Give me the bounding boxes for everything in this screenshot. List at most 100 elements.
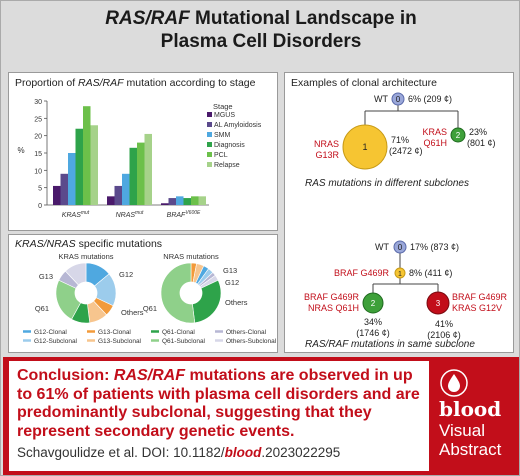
bottom-wt-pct: 17% (873 ¢) — [410, 242, 459, 252]
conclusion-box: Conclusion: RAS/RAF mutations are observ… — [9, 361, 429, 471]
clonal-architecture-panel: Examples of clonal architecture 0 WT 6% … — [284, 72, 514, 353]
legend-swatch — [207, 162, 212, 167]
top-wt-num: 0 — [396, 95, 401, 104]
bottom-n1-num: 1 — [398, 271, 402, 278]
kras-label-g13: G13 — [39, 272, 53, 281]
bar — [83, 106, 91, 205]
x-tick-label: KRASmut — [62, 210, 90, 219]
bottom-wt-label: WT — [375, 242, 389, 252]
specific-mutations-panel: KRAS/NRAS specific mutations KRAS mutati… — [8, 234, 278, 353]
top-wt-label: WT — [374, 94, 388, 104]
pie-slice — [160, 262, 196, 324]
y-tick-label: 5 — [38, 186, 42, 193]
bar — [107, 196, 115, 205]
bar — [68, 153, 76, 205]
title-line1: Mutational Landscape in — [189, 8, 417, 29]
bar — [53, 185, 61, 205]
top-n2-num: 2 — [456, 131, 461, 140]
pie-legend-entry: Others-Subclonal — [226, 338, 277, 345]
top-n1-num: 1 — [362, 142, 367, 152]
bar — [90, 125, 98, 205]
blood-drop-icon — [440, 369, 468, 397]
top-n2-label-b: Q61H — [423, 138, 447, 148]
bottom-n1-label: BRAF G469R — [334, 268, 390, 278]
donut-hole — [179, 281, 203, 305]
citation[interactable]: Schavgoulidze et al. DOI: 10.1182/blood.… — [17, 445, 341, 460]
bar — [129, 147, 137, 205]
specific-panel-title: KRAS/NRAS specific mutations — [15, 238, 163, 250]
logo-word: blood — [439, 397, 502, 421]
bar — [60, 173, 68, 205]
bar — [161, 203, 169, 205]
legend-entry: MGUS — [214, 112, 235, 119]
bar — [114, 185, 122, 205]
nras-pie-title: NRAS mutations — [163, 252, 219, 261]
top-tree-caption: RAS mutations in different subclones — [305, 178, 469, 189]
pie-legend-entry: G13-Subclonal — [98, 338, 142, 345]
abstract-title: RAS/RAF Mutational Landscape in Plasma C… — [1, 7, 520, 53]
proportion-panel-title: Proportion of RAS/RAF mutation according… — [15, 77, 256, 89]
top-n1-label-a: NRAS — [314, 139, 339, 149]
bottom-n3-pct-b: (2106 ¢) — [427, 330, 461, 340]
pie-legend-entry: G12-Subclonal — [34, 338, 78, 345]
nras-label-g13: G13 — [223, 266, 237, 275]
legend-entry: SMM — [214, 132, 231, 139]
pie-legend-entry: G13-Clonal — [98, 329, 131, 336]
top-n1-pct-a: 71% — [391, 135, 409, 145]
legend-swatch — [207, 112, 212, 117]
pie-legend-entry: Q61-Subclonal — [162, 338, 206, 345]
legend-entry: AL Amyloidosis — [214, 122, 262, 129]
bottom-n3-num: 3 — [436, 299, 441, 308]
bar — [191, 196, 199, 205]
clonal-trees: 0 WT 6% (209 ¢) 1 NRAS G13R 71% (2472 ¢)… — [304, 92, 508, 340]
y-tick-label: 10 — [34, 168, 42, 175]
bottom-n3-label-a: BRAF G469R — [452, 292, 508, 302]
bottom-n3-label-b: KRAS G12V — [452, 303, 502, 313]
nras-label-q61: Q61 — [143, 304, 157, 313]
kras-label-others: Others — [121, 308, 144, 317]
legend-swatch — [207, 152, 212, 157]
top-n2-pct-a: 23% — [469, 127, 487, 137]
proportion-panel: Proportion of RAS/RAF mutation according… — [8, 72, 278, 231]
x-tick-label: NRASmut — [116, 210, 144, 219]
bottom-n2-num: 2 — [371, 299, 376, 308]
logo-visual-abstract: Visual Abstract — [439, 421, 502, 459]
bottom-n1-pct: 8% (411 ¢) — [409, 268, 452, 278]
y-tick-label: 15 — [34, 151, 42, 158]
clonal-panel-title: Examples of clonal architecture — [291, 77, 437, 89]
bar — [137, 142, 145, 205]
bottom-n3-pct-a: 41% — [435, 319, 453, 329]
bottom-n2-label-b: NRAS Q61H — [308, 303, 359, 313]
y-tick-label: 0 — [38, 203, 42, 210]
legend-swatch — [207, 142, 212, 147]
donut-hole — [74, 281, 98, 305]
title-line2: Plasma Cell Disorders — [160, 31, 362, 52]
legend-swatch — [207, 122, 212, 127]
y-tick-label: 30 — [34, 99, 42, 106]
top-n2-pct-b: (801 ¢) — [467, 138, 496, 148]
top-n1-label-b: G13R — [315, 150, 339, 160]
conclusion-banner: Conclusion: RAS/RAF mutations are observ… — [3, 357, 519, 475]
kras-label-g12: G12 — [119, 270, 133, 279]
top-n2-label-a: KRAS — [422, 127, 447, 137]
bottom-wt-num: 0 — [398, 243, 403, 252]
bar — [75, 128, 83, 205]
y-axis-label: % — [17, 146, 24, 155]
bar — [144, 133, 152, 205]
kras-label-q61: Q61 — [35, 304, 49, 313]
bar — [122, 173, 130, 205]
pie-legend-entry: Q61-Clonal — [162, 329, 195, 336]
bar — [176, 196, 184, 205]
bar — [198, 196, 206, 205]
y-tick-label: 25 — [34, 116, 42, 123]
bottom-n2-pct-a: 34% — [364, 317, 382, 327]
legend-entry: Relapse — [214, 162, 240, 169]
legend-entry: PCL — [214, 152, 228, 159]
x-tick-label: BRAFV600E — [167, 210, 201, 219]
nras-label-g12: G12 — [225, 278, 239, 287]
conclusion-text: Conclusion: RAS/RAF mutations are observ… — [17, 367, 420, 440]
nras-label-others: Others — [225, 298, 248, 307]
kras-pie-title: KRAS mutations — [58, 252, 113, 261]
